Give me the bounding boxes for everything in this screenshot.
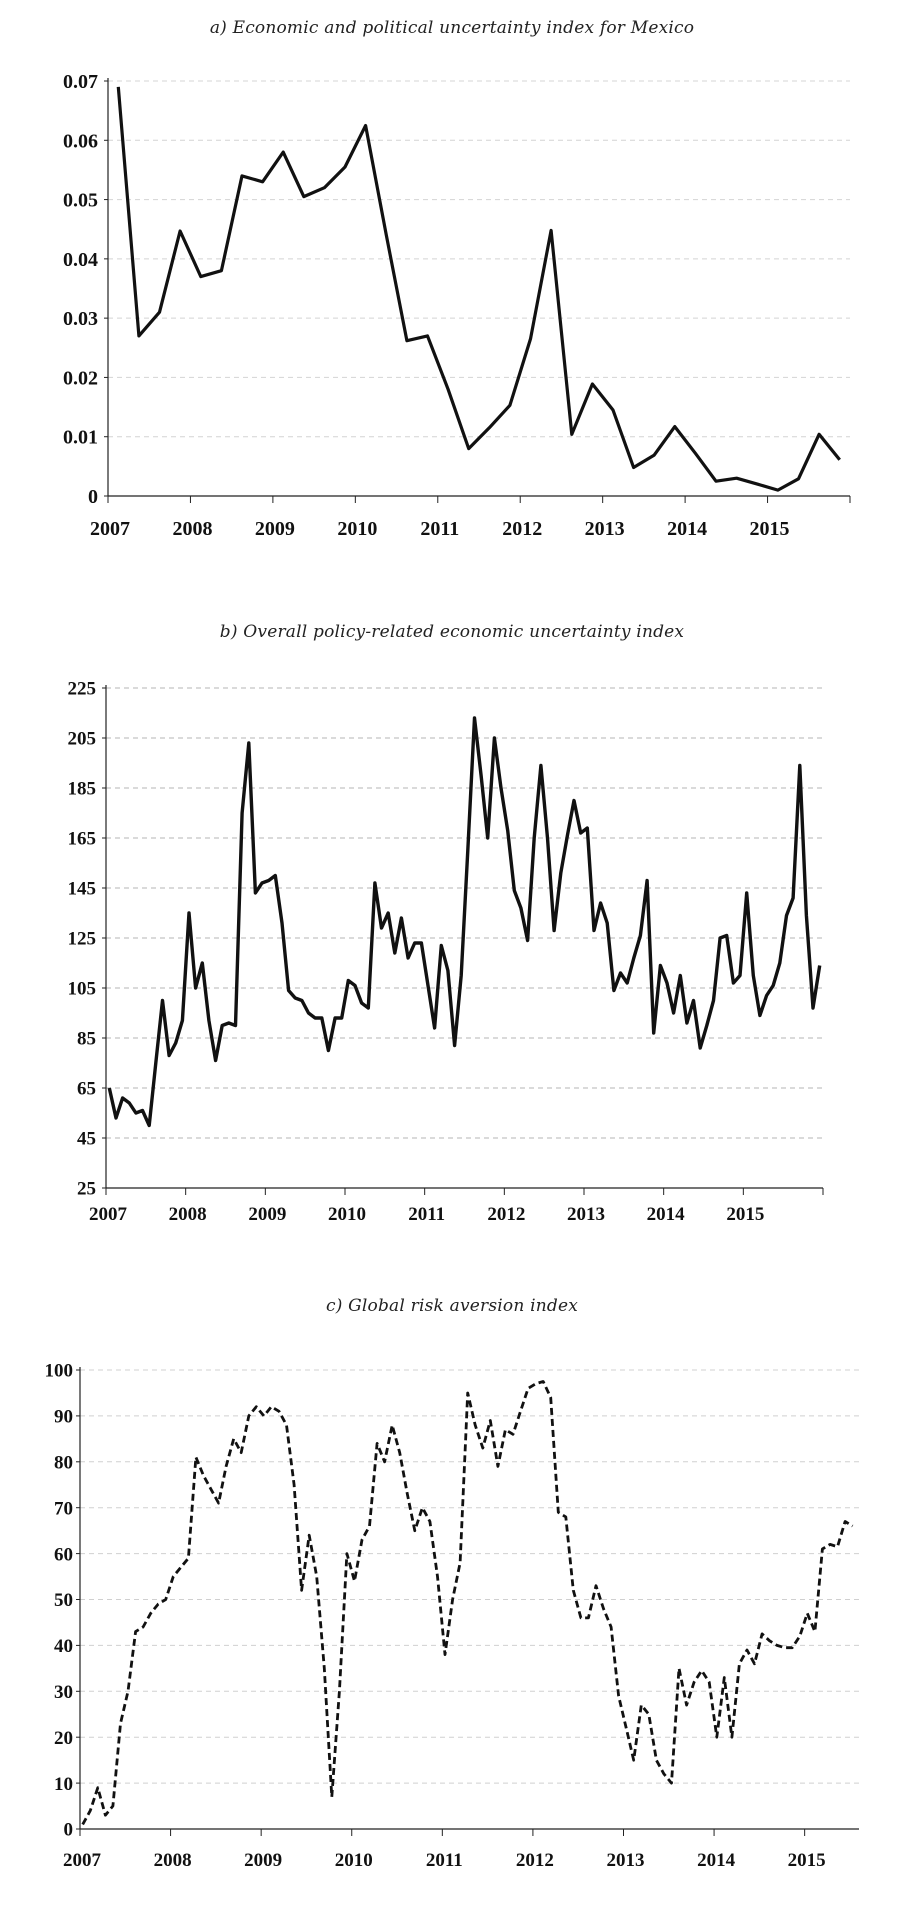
- x-tick-label: 2010: [328, 1204, 366, 1225]
- x-tick-label: 2013: [606, 1850, 644, 1871]
- x-tick-label: 2013: [567, 1204, 605, 1225]
- y-tick-label: 50: [54, 1590, 73, 1611]
- y-tick-label: 90: [54, 1407, 73, 1428]
- chart-a-title: a) Economic and political uncertainty in…: [209, 18, 695, 38]
- x-tick-label: 2012: [516, 1850, 554, 1871]
- y-tick-label: 60: [54, 1544, 73, 1565]
- chart-b-title: b) Overall policy-related economic uncer…: [219, 622, 685, 642]
- x-tick-label: 2007: [90, 518, 130, 540]
- x-tick-label: 2012: [487, 1204, 525, 1225]
- chart-c-title: c) Global risk aversion index: [325, 1296, 579, 1316]
- x-tick-label: 2014: [667, 518, 707, 540]
- y-tick-label: 25: [77, 1179, 96, 1200]
- x-tick-label: 2009: [255, 518, 295, 540]
- series-line: [107, 716, 822, 1128]
- y-tick-label: 205: [68, 729, 97, 750]
- x-tick-label: 2012: [502, 518, 542, 540]
- y-tick-label: 0.01: [63, 427, 98, 449]
- x-tick-label: 2010: [335, 1850, 373, 1871]
- y-tick-label: 105: [68, 979, 97, 1000]
- x-tick-label: 2008: [172, 518, 212, 540]
- x-tick-label: 2014: [697, 1850, 736, 1871]
- x-tick-label: 2009: [248, 1204, 286, 1225]
- x-tick-label: 2014: [647, 1204, 686, 1225]
- y-tick-label: 100: [45, 1361, 74, 1382]
- y-tick-label: 145: [68, 879, 97, 900]
- y-tick-label: 85: [77, 1029, 96, 1050]
- y-tick-label: 0.04: [63, 249, 98, 271]
- y-tick-label: 70: [54, 1498, 73, 1519]
- y-tick-label: 0: [88, 486, 98, 508]
- y-tick-label: 65: [77, 1079, 96, 1100]
- chart-b-policy-uncertainty: 25 45 65 85 105 125 145 165 185 205 225 2007 2008 200…: [68, 679, 824, 1225]
- y-tick-label: 225: [68, 679, 97, 700]
- y-tick-label: 0.07: [63, 71, 98, 93]
- y-tick-label: 0.02: [63, 367, 98, 389]
- y-tick-label: 185: [68, 779, 97, 800]
- x-tick-label: 2007: [89, 1204, 128, 1225]
- y-tick-label: 0.03: [63, 308, 98, 330]
- x-tick-label: 2011: [408, 1204, 445, 1225]
- chart-a-economic-political-uncertainty: 0 0.01 0.02 0.03 0.04 0.05 0.06 0.07 2007 2008 200…: [63, 71, 851, 540]
- x-tick-label: 2008: [169, 1204, 207, 1225]
- x-tick-label: 2013: [585, 518, 625, 540]
- x-tick-label: 2015: [726, 1204, 764, 1225]
- y-tick-label: 125: [68, 929, 97, 950]
- y-tick-label: 45: [77, 1129, 96, 1150]
- x-tick-label: 2010: [337, 518, 377, 540]
- x-tick-label: 2015: [788, 1850, 826, 1871]
- x-tick-label: 2008: [154, 1850, 192, 1871]
- y-tick-label: 30: [54, 1682, 73, 1703]
- series-line: [116, 86, 841, 492]
- y-tick-label: 10: [54, 1774, 73, 1795]
- y-tick-label: 0: [64, 1820, 74, 1841]
- y-tick-label: 20: [54, 1728, 73, 1749]
- y-tick-label: 0.06: [63, 130, 98, 152]
- series-line: [81, 1380, 854, 1826]
- y-tick-label: 80: [54, 1452, 73, 1473]
- y-tick-label: 0.05: [63, 190, 98, 212]
- x-tick-label: 2009: [244, 1850, 282, 1871]
- x-tick-label: 2015: [750, 518, 790, 540]
- x-tick-label: 2011: [426, 1850, 463, 1871]
- x-tick-label: 2007: [63, 1850, 102, 1871]
- y-tick-label: 40: [54, 1636, 73, 1657]
- x-tick-label: 2011: [420, 518, 459, 540]
- y-tick-label: 165: [68, 829, 97, 850]
